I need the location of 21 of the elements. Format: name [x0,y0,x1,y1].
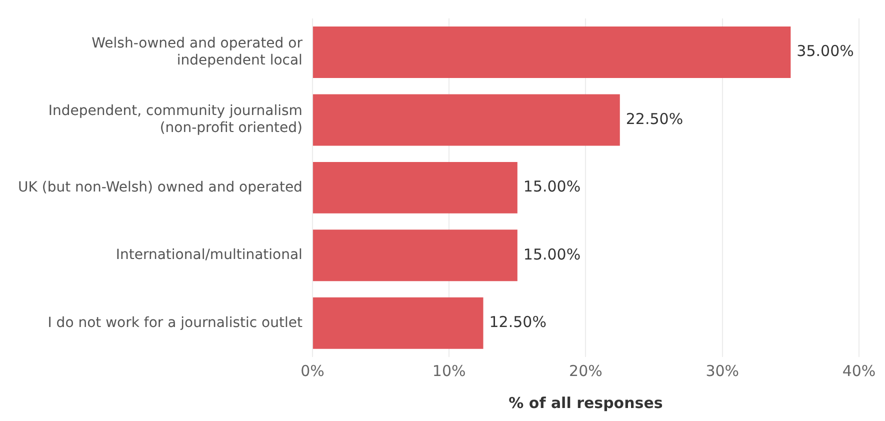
x-tick-label: 0% [300,362,324,380]
data-label: 12.50% [489,313,546,332]
y-tick-label: International/multinational [116,247,302,264]
data-label: 15.00% [523,245,581,264]
bar [312,26,791,78]
data-label: 15.00% [523,178,581,196]
y-tick-label: Welsh-owned and operated or independent local [92,36,303,68]
bar [312,162,518,214]
bar [312,297,484,349]
y-tick-label: I do not work for a journalistic outlet [48,314,303,331]
y-tick-label: UK (but non-Welsh) owned and operated [18,179,302,196]
x-tick-label: 20% [569,362,602,380]
data-label: 35.00% [796,42,854,60]
x-tick-label: 40% [842,362,876,380]
bar [312,94,620,146]
x-axis-title: % of all responses [508,394,663,412]
data-label: 22.50% [626,110,684,128]
x-tick-label: 10% [432,362,466,380]
y-tick-label: Independent, community journalism (non-profit oriented) [48,103,302,136]
x-tick-label: 30% [706,362,740,380]
bar [312,230,518,282]
